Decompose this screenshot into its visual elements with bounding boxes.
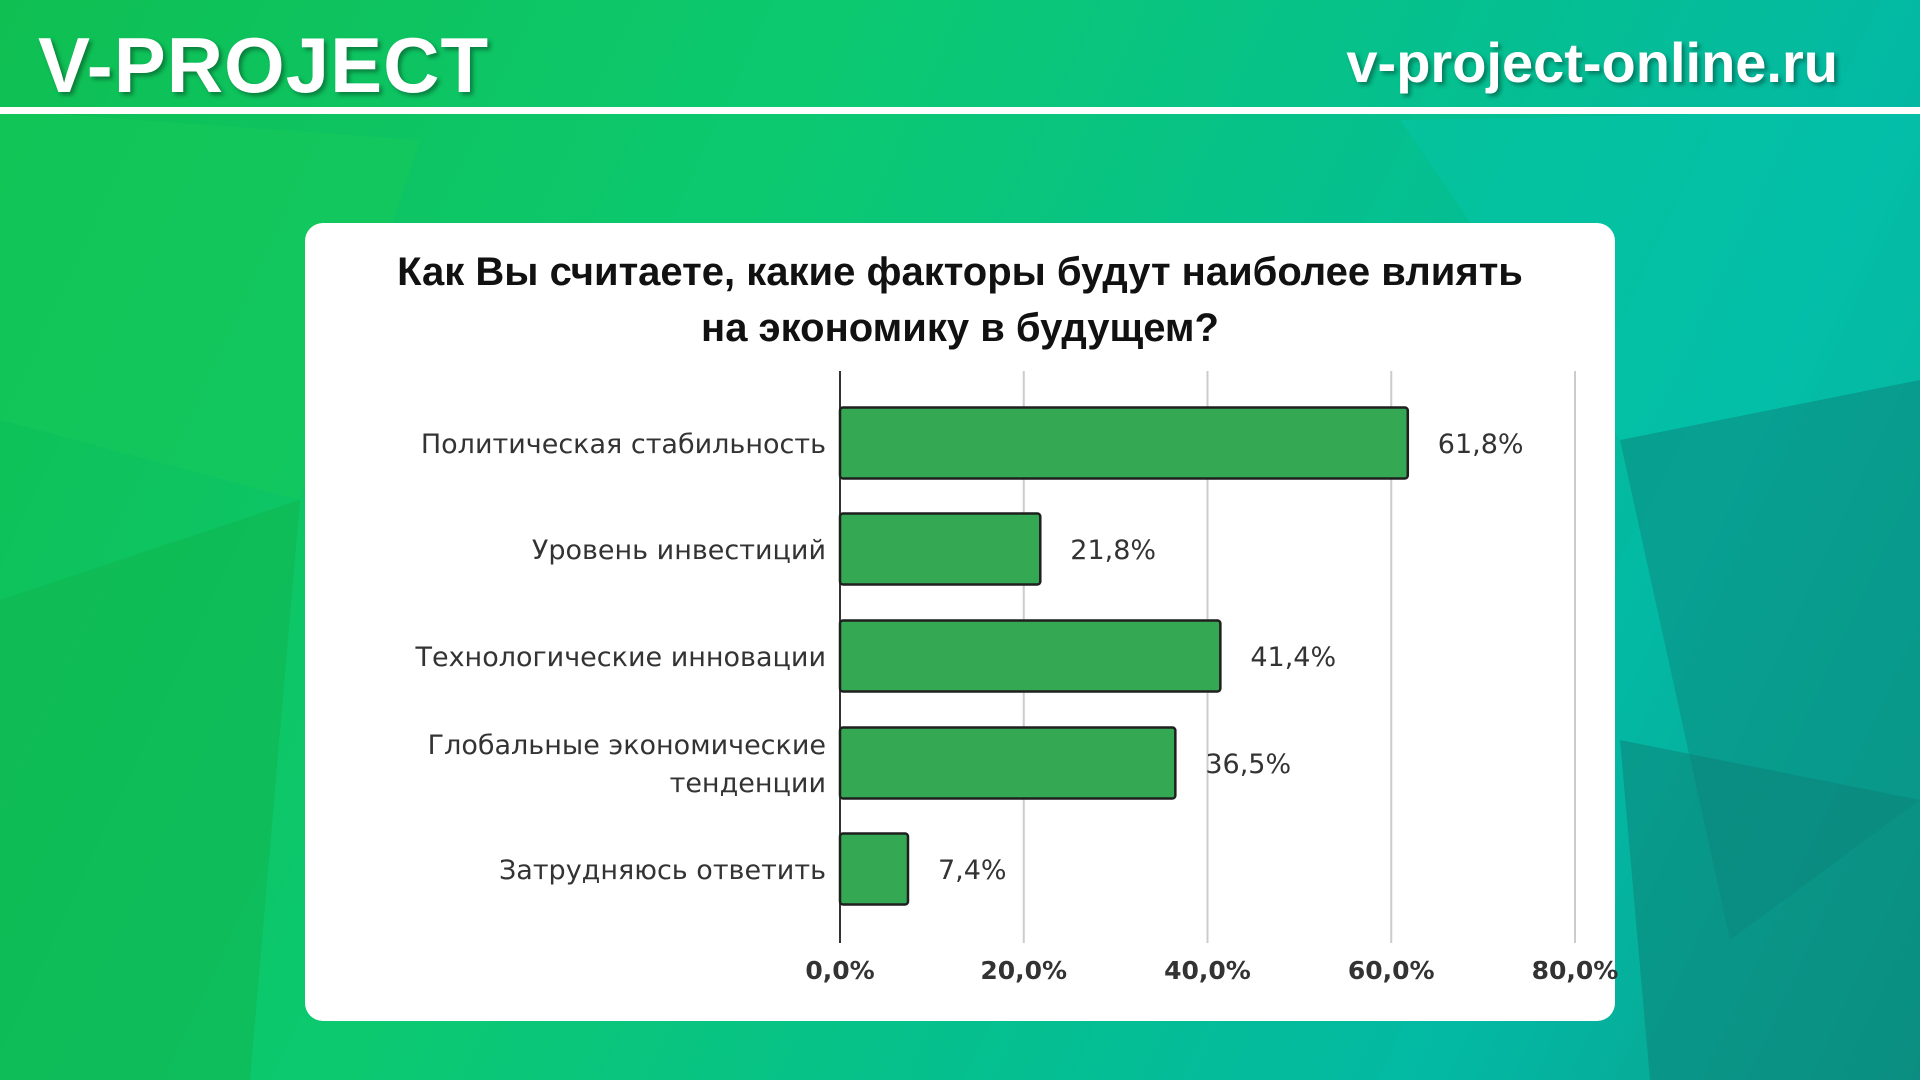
chart-title: Как Вы считаете, какие факторы будут наи…	[305, 244, 1615, 356]
bar	[838, 619, 1222, 693]
category-label: тенденции	[670, 768, 826, 799]
value-label: 7,4%	[938, 855, 1007, 886]
value-label: 21,8%	[1070, 535, 1156, 566]
site-url[interactable]: v-project-online.ru	[1346, 31, 1838, 94]
chart-title-line: Как Вы считаете, какие факторы будут наи…	[397, 250, 1523, 294]
x-tick-label: 40,0%	[1164, 956, 1251, 985]
value-label: 36,5%	[1205, 749, 1291, 780]
category-label: Глобальные экономические	[428, 730, 826, 761]
value-label: 41,4%	[1250, 642, 1336, 673]
x-tick-label: 0,0%	[805, 956, 874, 985]
x-tick-label: 60,0%	[1348, 956, 1435, 985]
bar	[838, 512, 1042, 586]
chart-title-line: на экономику в будущем?	[701, 306, 1219, 350]
x-tick-label: 20,0%	[980, 956, 1067, 985]
x-tick-label: 80,0%	[1532, 956, 1619, 985]
bar	[838, 726, 1177, 800]
header-divider	[0, 107, 1920, 114]
category-label: Уровень инвестиций	[532, 535, 826, 566]
value-label: 61,8%	[1438, 429, 1524, 460]
category-label: Политическая стабильность	[421, 429, 826, 460]
bar	[838, 832, 910, 906]
bar	[838, 406, 1410, 480]
category-label: Технологические инновации	[414, 642, 826, 673]
brand-logo: V-PROJECT	[38, 21, 490, 109]
category-label: Затрудняюсь ответить	[499, 855, 826, 886]
